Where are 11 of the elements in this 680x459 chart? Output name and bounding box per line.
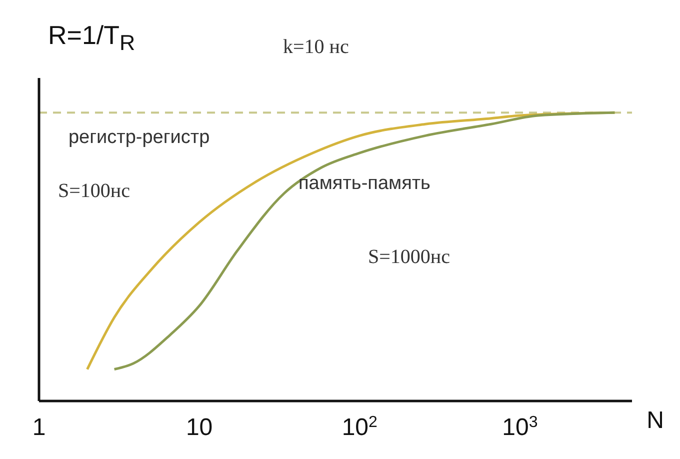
text: регистр-регистр xyxy=(68,127,210,150)
x-tick-label: 1 xyxy=(32,414,46,441)
annotation: S=1000нс xyxy=(368,246,450,269)
x-axis-title: N xyxy=(646,407,664,435)
series-label: память-память xyxy=(298,173,430,196)
x-tick-label: 10 xyxy=(186,414,213,441)
annotation: S=100нс xyxy=(58,180,130,203)
text: k=10 нс xyxy=(283,36,349,59)
x-tick-label: 10$^{3}$ xyxy=(502,414,538,441)
x-tick-label: 10$^{2}$ xyxy=(342,414,378,441)
y-axis-title: R=1/T$_{R}$ xyxy=(48,20,136,56)
